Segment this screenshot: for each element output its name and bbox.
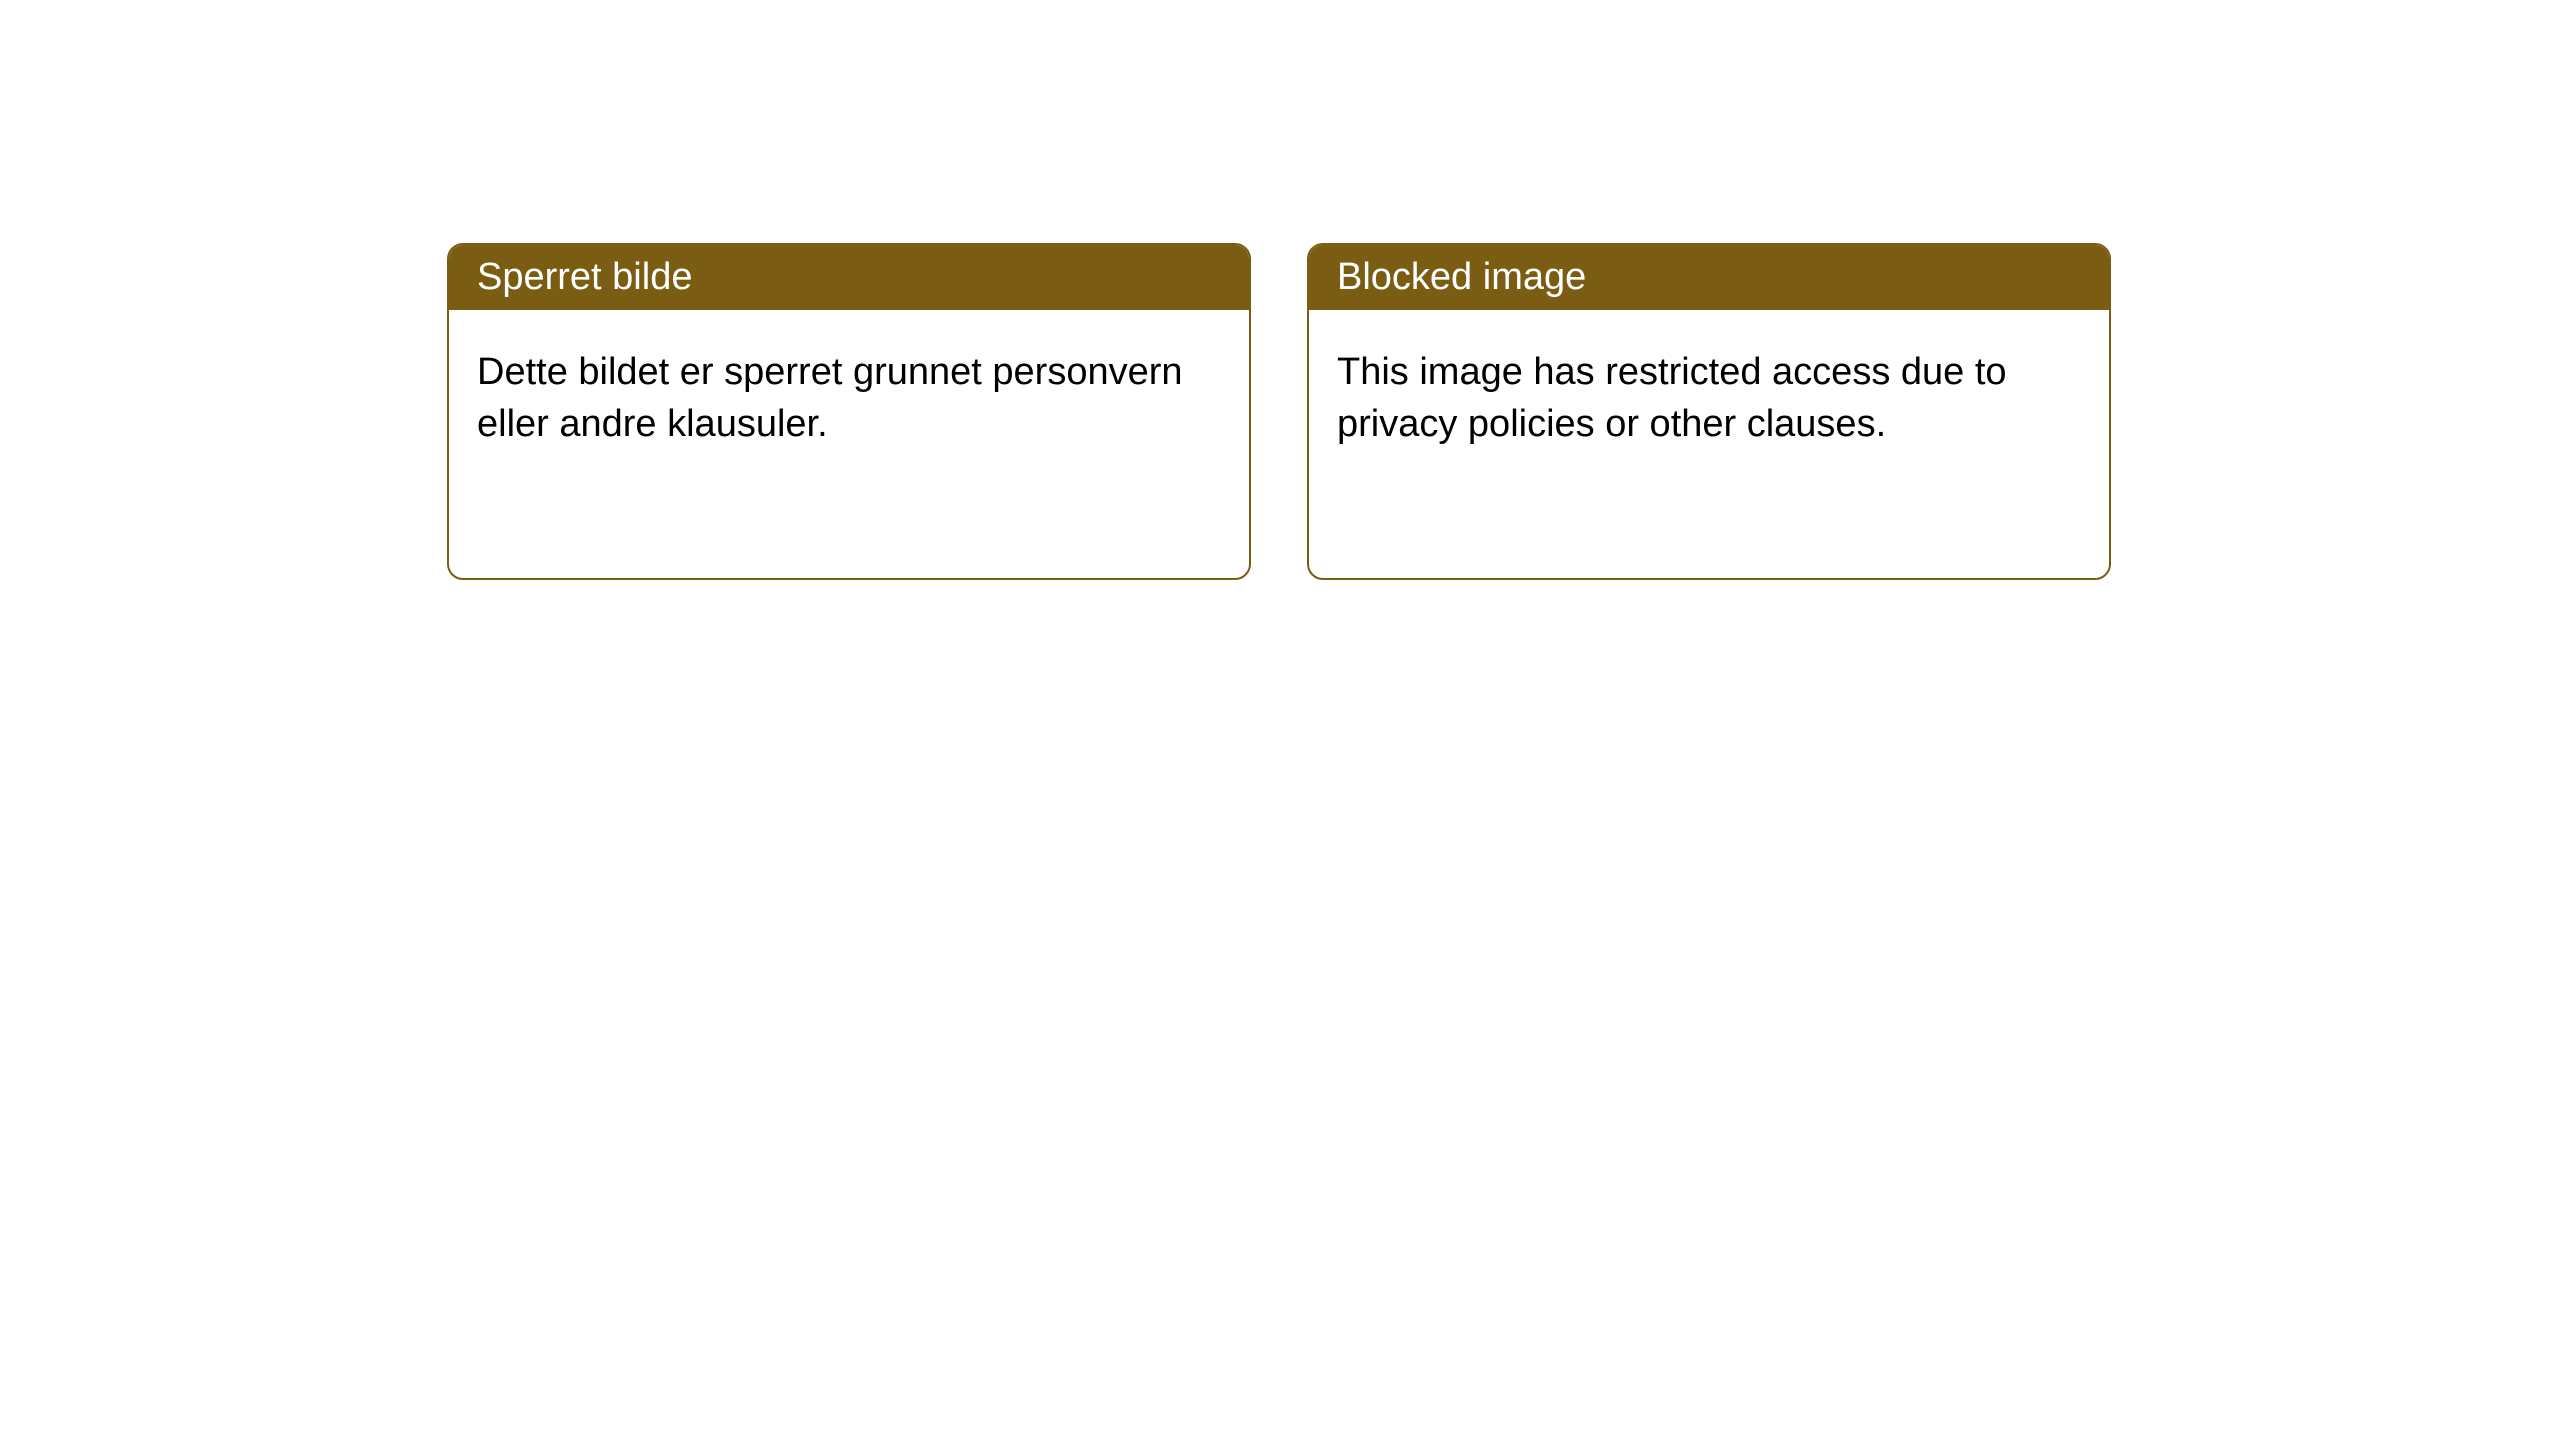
card-body: Dette bildet er sperret grunnet personve… [449, 310, 1249, 487]
blocked-image-card-en: Blocked image This image has restricted … [1307, 243, 2111, 580]
card-title: Sperret bilde [477, 256, 692, 298]
card-title: Blocked image [1337, 256, 1586, 298]
blocked-image-card-no: Sperret bilde Dette bildet er sperret gr… [447, 243, 1251, 580]
card-header: Blocked image [1309, 245, 2109, 310]
card-body: This image has restricted access due to … [1309, 310, 2109, 487]
card-header: Sperret bilde [449, 245, 1249, 310]
card-body-text: Dette bildet er sperret grunnet personve… [477, 351, 1183, 445]
card-body-text: This image has restricted access due to … [1337, 351, 2007, 445]
cards-container: Sperret bilde Dette bildet er sperret gr… [0, 0, 2560, 580]
